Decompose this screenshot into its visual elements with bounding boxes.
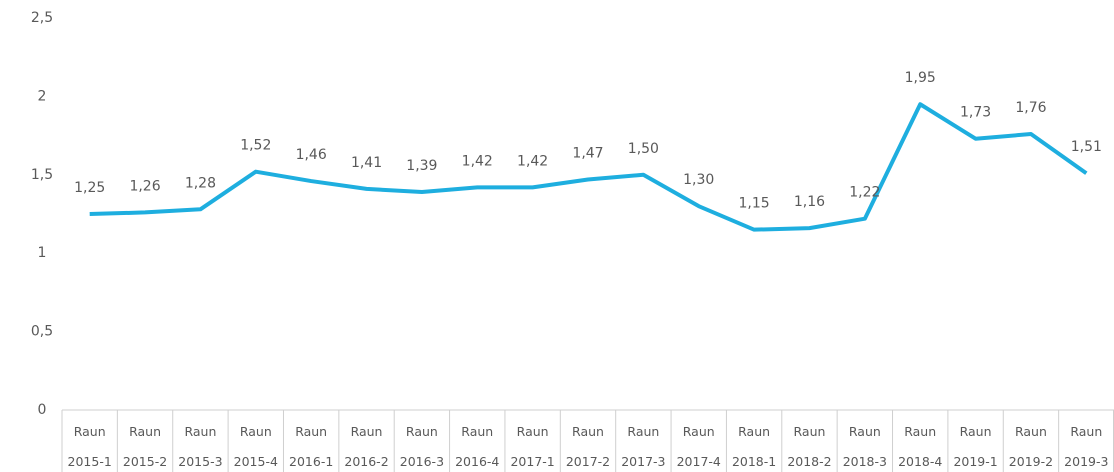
x-tick-label: Raun 2018-1 [732,424,776,469]
y-tick-label: 0 [38,402,47,418]
x-tick-label-line: 2015-1 [68,454,112,469]
x-tick-label-line: Raun [1070,424,1102,439]
x-tick-label: Raun 2018-3 [843,424,887,469]
x-tick-label: Raun 2017-1 [510,424,554,469]
y-tick-label: 1,5 [31,167,53,183]
data-label: 1,52 [240,138,271,154]
x-tick-label-line: 2018-4 [898,454,942,469]
data-label: 1,47 [572,146,603,162]
x-tick-label: Raun 2019-1 [953,424,997,469]
x-tick-label-line: Raun [904,424,936,439]
data-label: 1,73 [960,105,991,121]
x-tick-label-line: 2016-4 [455,454,499,469]
x-tick-label: Raun 2018-2 [787,424,831,469]
x-tick-label: Raun 2016-1 [289,424,333,469]
data-label: 1,22 [849,185,880,201]
y-tick-label: 2 [38,88,47,104]
x-tick-label-line: Raun [406,424,438,439]
data-label: 1,95 [905,70,936,86]
x-tick-label-line: Raun [461,424,493,439]
x-tick-label-line: Raun [738,424,770,439]
x-tick-label-line: 2017-3 [621,454,665,469]
x-tick-label-line: Raun [240,424,272,439]
data-label: 1,26 [129,178,160,194]
x-tick-label: Raun 2015-4 [234,424,278,469]
x-tick-label-line: 2019-1 [953,454,997,469]
data-label: 1,30 [683,172,714,188]
x-tick-label-line: 2019-3 [1064,454,1108,469]
x-tick-label: Raun 2016-2 [344,424,388,469]
data-label: 1,51 [1071,139,1102,155]
x-tick-label-line: 2019-2 [1009,454,1053,469]
data-label: 1,50 [628,141,659,157]
data-label: 1,76 [1015,100,1046,116]
x-tick-label-line: Raun [1015,424,1047,439]
data-label: 1,25 [74,180,105,196]
x-tick-label-line: 2018-3 [843,454,887,469]
x-tick-label: Raun 2018-4 [898,424,942,469]
x-tick-label-line: Raun [74,424,106,439]
x-tick-label-line: 2015-3 [178,454,222,469]
x-tick-label-line: Raun [295,424,327,439]
data-label: 1,15 [739,196,770,212]
x-tick-label: Raun 2019-3 [1064,424,1108,469]
data-label: 1,42 [462,153,493,169]
x-tick-label-line: 2017-2 [566,454,610,469]
x-tick-label: Raun 2017-4 [677,424,721,469]
x-tick-label-line: 2018-2 [787,454,831,469]
data-label: 1,41 [351,155,382,171]
x-tick-label-line: Raun [960,424,992,439]
x-tick-label-line: Raun [683,424,715,439]
x-tick-label-line: Raun [627,424,659,439]
data-label: 1,42 [517,153,548,169]
x-tick-label-line: Raun [517,424,549,439]
data-label: 1,46 [296,147,327,163]
x-tick-label: Raun 2016-3 [400,424,444,469]
x-tick-label-line: 2015-2 [123,454,167,469]
x-tick-label-line: 2017-1 [510,454,554,469]
x-tick-label: Raun 2016-4 [455,424,499,469]
y-tick-label: 1 [38,245,47,261]
data-label: 1,28 [185,175,216,191]
x-tick-label: Raun 2015-2 [123,424,167,469]
x-tick-label-line: Raun [572,424,604,439]
x-tick-label-line: Raun [184,424,216,439]
x-tick-label-line: 2016-1 [289,454,333,469]
data-label: 1,16 [794,194,825,210]
y-tick-label: 0,5 [31,324,53,340]
y-tick-label: 2,5 [31,10,53,26]
data-line [89,102,1088,232]
x-tick-label-line: 2015-4 [234,454,278,469]
x-tick-label: Raun 2017-2 [566,424,610,469]
x-tick-label: Raun 2019-2 [1009,424,1053,469]
x-tick-label-line: Raun [129,424,161,439]
x-tick-label-line: Raun [849,424,881,439]
x-tick-label: Raun 2015-3 [178,424,222,469]
x-tick-label: Raun 2017-3 [621,424,665,469]
x-tick-label-line: 2018-1 [732,454,776,469]
x-tick-label-line: Raun [351,424,383,439]
x-tick-label-line: 2017-4 [677,454,721,469]
x-tick-label-line: 2016-2 [344,454,388,469]
x-tick-label: Raun 2015-1 [68,424,112,469]
x-tick-label-line: 2016-3 [400,454,444,469]
x-tick-label-line: Raun [794,424,826,439]
data-label: 1,39 [406,158,437,174]
